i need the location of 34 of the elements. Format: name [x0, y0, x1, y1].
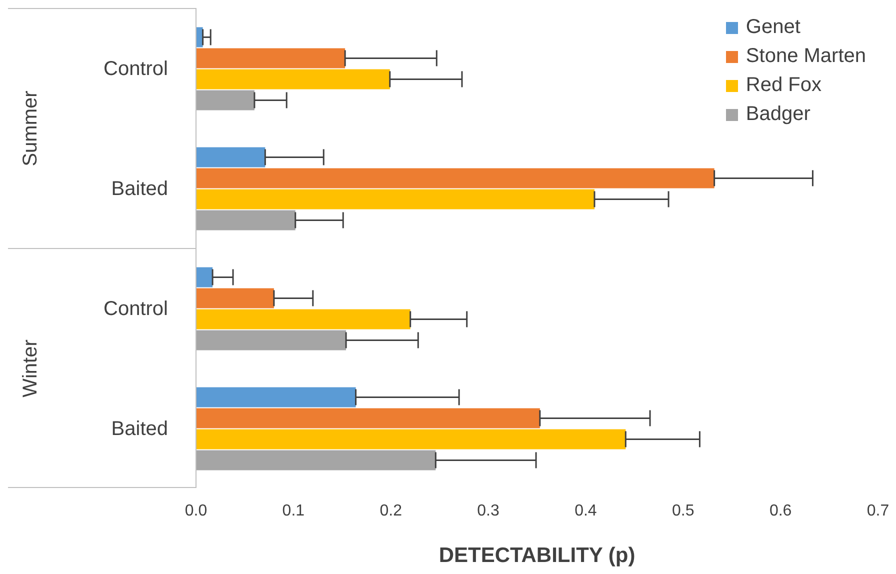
x-tick-label: 0.6 [769, 502, 792, 520]
legend-label: Stone Marten [746, 45, 866, 68]
x-tick-label: 0.2 [380, 502, 402, 520]
bar [196, 330, 346, 350]
bar [196, 210, 296, 230]
bar [196, 387, 356, 408]
bar [196, 90, 254, 110]
x-tick-label: 0.4 [574, 502, 597, 520]
bar [196, 168, 714, 188]
bar [196, 429, 626, 450]
x-tick-label: 0.5 [672, 502, 694, 520]
bar [196, 147, 266, 168]
bar [196, 48, 346, 68]
bar [196, 288, 274, 308]
legend-label: Genet [746, 16, 800, 39]
y-tick-label: Baited [111, 178, 168, 200]
y-tick-label: Control [104, 58, 168, 80]
bar [196, 189, 594, 210]
y-tick-label: Baited [111, 418, 168, 440]
x-tick-label: 0.0 [184, 502, 208, 520]
y-tick-label: Control [104, 298, 168, 320]
bar [196, 267, 213, 288]
x-tick-label: 0.1 [282, 502, 305, 520]
text: Summer [20, 90, 42, 166]
x-axis-title: DETECTABILITY (p) [438, 544, 636, 567]
x-tick-label: 0.7 [866, 502, 890, 520]
legend-label: Red Fox [746, 74, 822, 97]
text: Winter [20, 339, 42, 397]
legend-label: Badger [746, 103, 810, 126]
bar [196, 450, 436, 470]
bar [196, 309, 410, 330]
bar [196, 69, 390, 90]
bar [196, 408, 540, 428]
x-tick-label: 0.3 [477, 502, 500, 520]
